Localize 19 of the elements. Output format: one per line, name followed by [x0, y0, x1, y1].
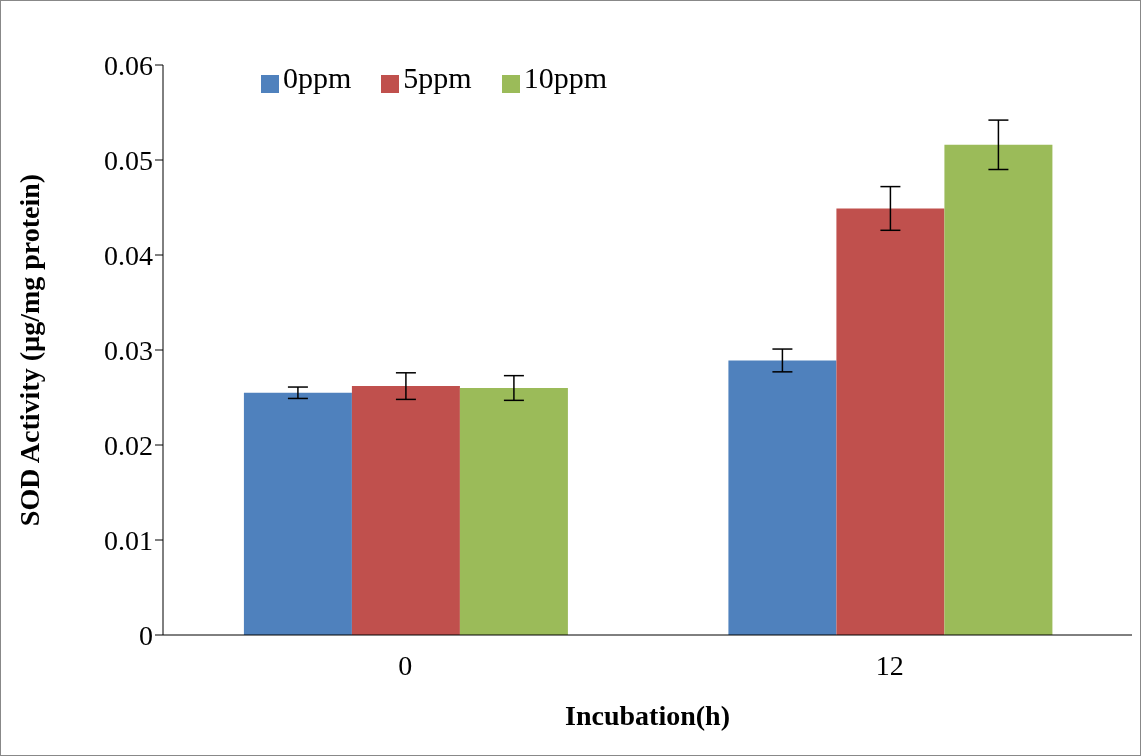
x-tick-label: 12	[875, 649, 904, 681]
bar	[459, 388, 568, 635]
bar	[243, 392, 352, 635]
y-axis-title: SOD Activity (µg/mg protein)	[13, 173, 45, 527]
bar	[836, 208, 945, 635]
y-tick-label: 0.04	[104, 239, 153, 271]
y-tick-label: 0.02	[104, 429, 153, 461]
legend-label: 0ppm	[283, 61, 352, 94]
y-tick-label: 0	[139, 619, 153, 651]
bar	[351, 386, 460, 635]
bar	[944, 144, 1053, 635]
y-tick-label: 0.05	[104, 144, 153, 176]
x-axis-title: Incubation(h)	[565, 700, 730, 731]
legend-label: 5ppm	[403, 61, 472, 94]
y-tick-label: 0.01	[104, 524, 153, 556]
bar	[728, 360, 837, 635]
legend-label: 10ppm	[523, 61, 608, 94]
y-tick-label: 0.06	[104, 49, 153, 81]
y-tick-label: 0.03	[104, 334, 153, 366]
